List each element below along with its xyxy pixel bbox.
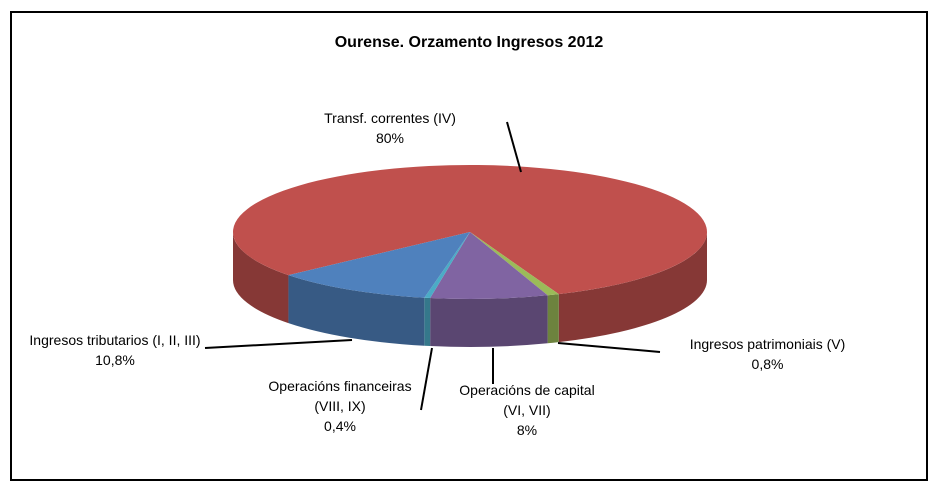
- value-label: 8%: [516, 422, 538, 438]
- slice-label: Ingresos tributarios (I, II, III): [29, 332, 201, 348]
- slice: [470, 232, 559, 296]
- slice-label: Operacións de capital (VI, VII): [459, 382, 595, 418]
- slice: [288, 232, 470, 298]
- value-label: 10,8%: [95, 352, 135, 368]
- slice-label: Ingresos patrimoniais (V): [689, 336, 846, 352]
- slice-side: [233, 232, 289, 324]
- leader-lines: [204, 121, 661, 411]
- value-label: 0,4%: [324, 418, 356, 434]
- slice-side: [424, 297, 431, 347]
- slice-label: Operacións financeiras (VIII, IX): [268, 378, 412, 414]
- slice: [233, 164, 707, 295]
- value-label: 0,8%: [751, 356, 784, 372]
- slice-side: [288, 275, 425, 346]
- slice-side: [430, 295, 548, 347]
- slice-side: [547, 294, 559, 344]
- leader-line: [204, 339, 353, 349]
- slice-side: [558, 232, 707, 343]
- leader-line: [506, 121, 522, 173]
- value-label: 80%: [375, 130, 405, 146]
- leader-line: [420, 347, 433, 411]
- pie: [233, 164, 707, 347]
- slice: [430, 232, 548, 299]
- slice: [424, 232, 470, 299]
- chart-title: Ourense. Orzamento Ingresos 2012: [334, 34, 604, 51]
- leader-line: [557, 342, 661, 353]
- slice-label: Transf. correntes (IV): [324, 110, 456, 126]
